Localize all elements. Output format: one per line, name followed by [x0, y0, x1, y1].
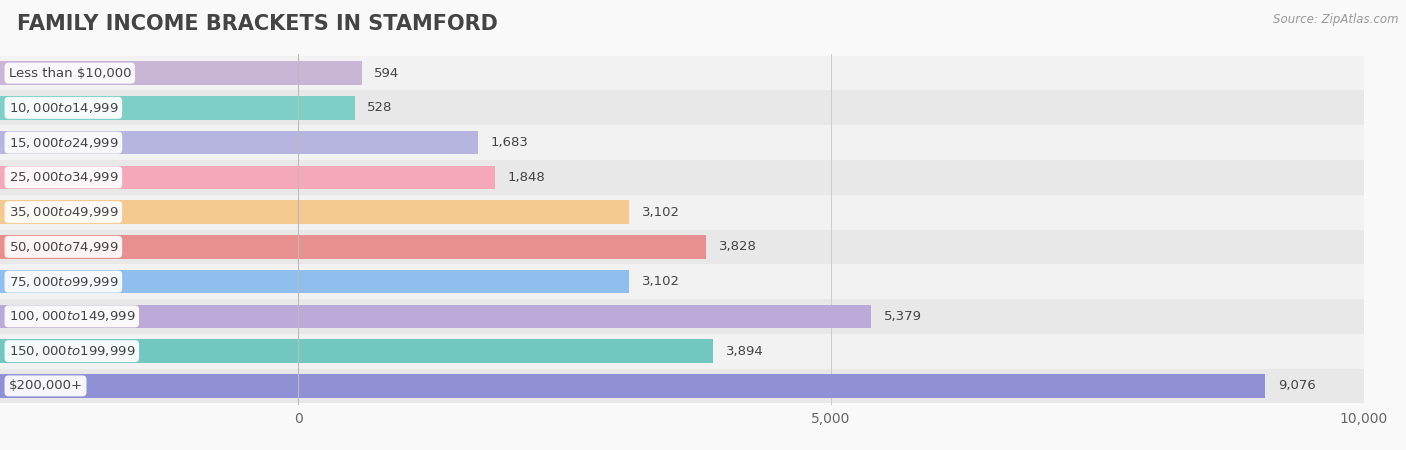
Text: 1,848: 1,848 [508, 171, 546, 184]
Text: Source: ZipAtlas.com: Source: ZipAtlas.com [1274, 14, 1399, 27]
Bar [0, 56, 1364, 90]
Bar [0, 374, 1265, 398]
Text: 3,102: 3,102 [641, 206, 679, 219]
Bar [0, 90, 1364, 125]
Text: 5,379: 5,379 [884, 310, 922, 323]
Bar [0, 305, 872, 328]
Text: $150,000 to $199,999: $150,000 to $199,999 [8, 344, 135, 358]
Bar [0, 200, 628, 224]
Bar [0, 334, 1364, 369]
Bar [0, 369, 1364, 403]
Bar [0, 195, 1364, 230]
Text: $10,000 to $14,999: $10,000 to $14,999 [8, 101, 118, 115]
Text: $35,000 to $49,999: $35,000 to $49,999 [8, 205, 118, 219]
Bar [0, 339, 713, 363]
Text: 3,828: 3,828 [718, 240, 756, 253]
Text: 594: 594 [374, 67, 399, 80]
Text: $75,000 to $99,999: $75,000 to $99,999 [8, 274, 118, 288]
Bar [0, 230, 1364, 264]
Text: 3,102: 3,102 [641, 275, 679, 288]
Text: $15,000 to $24,999: $15,000 to $24,999 [8, 135, 118, 149]
Text: $50,000 to $74,999: $50,000 to $74,999 [8, 240, 118, 254]
Text: 1,683: 1,683 [491, 136, 529, 149]
Bar [0, 131, 478, 154]
Text: FAMILY INCOME BRACKETS IN STAMFORD: FAMILY INCOME BRACKETS IN STAMFORD [17, 14, 498, 33]
Bar [0, 61, 361, 85]
Bar [0, 125, 1364, 160]
Bar [0, 270, 628, 293]
Bar [0, 264, 1364, 299]
Text: $25,000 to $34,999: $25,000 to $34,999 [8, 171, 118, 184]
Bar [0, 166, 495, 189]
Bar [0, 160, 1364, 195]
Text: $200,000+: $200,000+ [8, 379, 83, 392]
Text: Less than $10,000: Less than $10,000 [8, 67, 131, 80]
Bar [0, 235, 706, 259]
Bar [0, 299, 1364, 334]
Bar [0, 96, 354, 120]
Text: 528: 528 [367, 101, 392, 114]
Text: $100,000 to $149,999: $100,000 to $149,999 [8, 310, 135, 324]
Text: 3,894: 3,894 [725, 345, 763, 358]
Text: 9,076: 9,076 [1278, 379, 1316, 392]
